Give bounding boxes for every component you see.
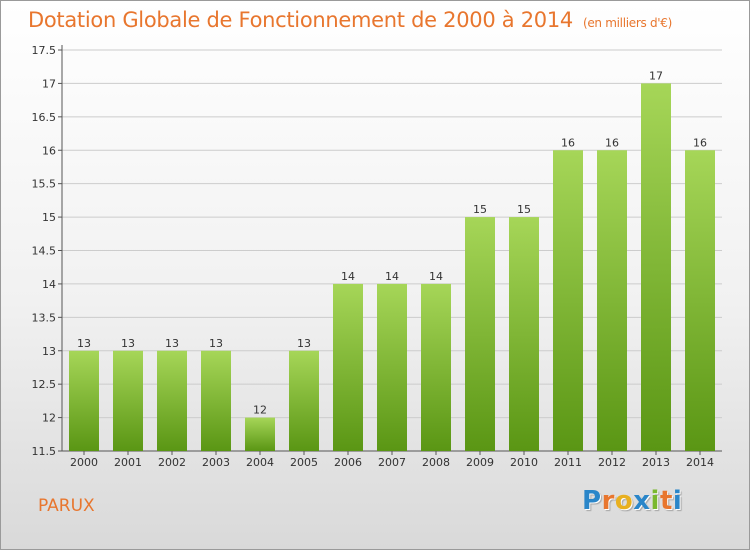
data-label: 14 (341, 270, 355, 283)
bar (157, 350, 187, 451)
data-label: 15 (517, 203, 531, 216)
logo-letter: i (650, 486, 660, 516)
logo-letter: i (672, 486, 683, 516)
x-tick-labels: 2000 2001 2002 2003 2004 2005 2006 2007 2008 2009… (70, 456, 714, 469)
x-tick-label: 2006 (334, 456, 362, 469)
x-tick-label: 2010 (510, 456, 538, 469)
x-tick-label: 2001 (114, 456, 142, 469)
bar (509, 217, 539, 451)
data-label: 13 (165, 337, 179, 350)
y-tick-label: 17.5 (32, 44, 57, 57)
y-tick-label: 12 (42, 412, 56, 425)
x-tick-label: 2000 (70, 456, 98, 469)
bar (421, 283, 451, 451)
x-tick-label: 2007 (378, 456, 406, 469)
y-tick-label: 17 (42, 77, 56, 90)
x-tick-label: 2004 (246, 456, 274, 469)
bar (113, 350, 143, 451)
x-tick-label: 2014 (686, 456, 714, 469)
logo-letter: x (633, 486, 651, 516)
data-label: 13 (297, 337, 311, 350)
data-label: 16 (693, 136, 707, 149)
y-tick-label: 14 (42, 278, 56, 291)
y-tick-label: 13.5 (32, 311, 57, 324)
y-tick-label: 14.5 (32, 245, 57, 258)
bar (289, 350, 319, 451)
x-tick-label: 2003 (202, 456, 230, 469)
data-label: 12 (253, 404, 267, 417)
bar (245, 417, 275, 451)
y-tick-label: 11.5 (32, 445, 57, 458)
chart-title: Dotation Globale de Fonctionnement de 20… (28, 8, 672, 32)
x-tick-label: 2005 (290, 456, 318, 469)
logo-letter: r (601, 486, 615, 516)
y-tick-label: 12.5 (32, 378, 57, 391)
bar (69, 350, 99, 451)
y-tick-label: 15 (42, 211, 56, 224)
logo-letter: P (582, 486, 602, 516)
logo-letter: o (614, 486, 634, 516)
proxiti-logo[interactable]: Proxiti (582, 486, 682, 516)
town-name: PARUX (38, 496, 95, 516)
y-tick-labels: 11.5 12 12.5 13 13.5 14 14.5 15 15.5 16 16.5 17 17.5 (32, 44, 57, 458)
bar (201, 350, 231, 451)
chart-title-text: Dotation Globale de Fonctionnement de 20… (28, 8, 573, 32)
bars (69, 83, 715, 452)
bar (641, 83, 671, 452)
bar (597, 150, 627, 451)
data-label: 14 (429, 270, 443, 283)
data-label: 14 (385, 270, 399, 283)
y-tick-label: 13 (42, 345, 56, 358)
data-label: 15 (473, 203, 487, 216)
x-tick-label: 2009 (466, 456, 494, 469)
x-tick-label: 2002 (158, 456, 186, 469)
data-label: 16 (561, 136, 575, 149)
bar (553, 150, 583, 451)
y-tick-label: 16 (42, 144, 56, 157)
y-tick-label: 15.5 (32, 178, 57, 191)
x-tick-label: 2012 (598, 456, 626, 469)
data-label: 13 (77, 337, 91, 350)
x-tick-label: 2008 (422, 456, 450, 469)
x-tick-label: 2011 (554, 456, 582, 469)
bar (377, 283, 407, 451)
bar (333, 283, 363, 451)
bar (685, 150, 715, 451)
data-label: 13 (209, 337, 223, 350)
chart-subtitle: (en milliers d'€) (582, 16, 672, 30)
data-labels: 13 13 13 13 12 13 14 14 14 15 15 16 16 17 16 (77, 69, 707, 416)
x-tick-label: 2013 (642, 456, 670, 469)
data-label: 16 (605, 136, 619, 149)
logo-letter: t (659, 486, 673, 516)
data-label: 13 (121, 337, 135, 350)
bar (465, 217, 495, 451)
y-tick-label: 16.5 (32, 111, 57, 124)
data-label: 17 (649, 69, 663, 82)
